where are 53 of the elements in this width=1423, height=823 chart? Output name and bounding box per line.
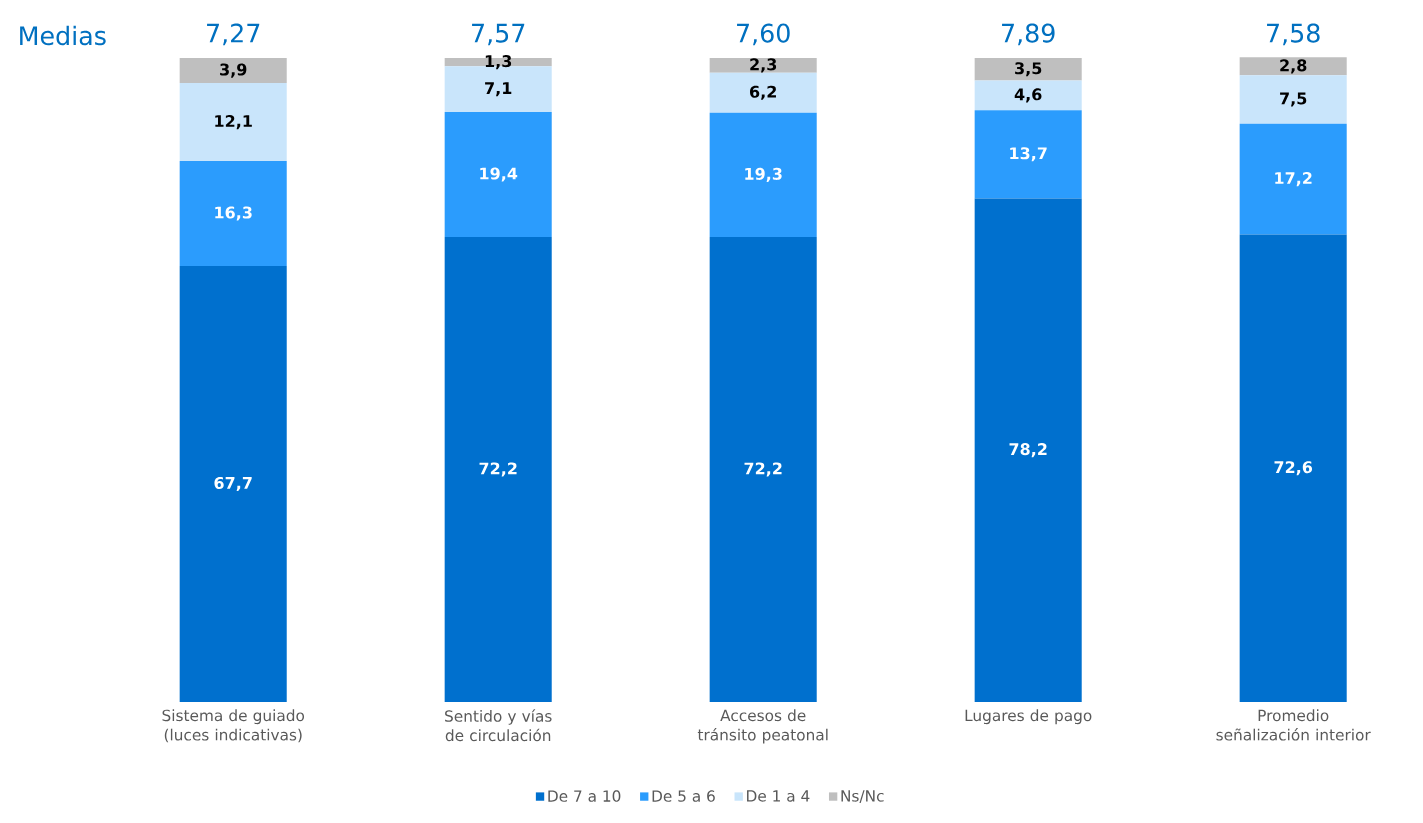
data-label: 2,8	[1280, 59, 1307, 74]
bar	[179, 83, 287, 162]
bar	[709, 72, 817, 113]
legend-label: De 5 a 6	[652, 790, 715, 802]
text: 7,89	[1002, 23, 1055, 46]
data-label: 67,7	[214, 476, 252, 492]
data-label: 17,2	[1275, 171, 1312, 187]
bar	[1239, 57, 1347, 76]
text: 7,60	[737, 23, 790, 46]
x-tick-label: Accesos de tránsito peatonal	[697, 709, 828, 744]
data-label: 72,2	[744, 462, 782, 477]
legend-label: De 7 a 10	[548, 790, 621, 802]
data-label: 4,6	[1014, 88, 1042, 103]
data-label: 72,2	[479, 462, 517, 477]
text: 7,27	[207, 23, 260, 46]
bar	[444, 237, 552, 702]
data-label: 3,9	[220, 63, 247, 78]
data-label: 19,3	[745, 167, 782, 182]
legend-label: De 1 a 4	[747, 790, 810, 802]
text: 7,58	[1267, 23, 1320, 46]
bar	[709, 112, 817, 238]
data-label: 13,7	[1010, 147, 1047, 162]
data-label: 16,3	[215, 206, 252, 221]
bar	[709, 57, 817, 73]
bar	[974, 57, 1082, 81]
bar	[1239, 123, 1347, 235]
bar	[974, 80, 1082, 111]
data-label: 1,3	[485, 55, 512, 70]
x-tick-label: Sistema de guiado (luces indicativas)	[162, 709, 305, 743]
data-label: 3,5	[1015, 62, 1042, 77]
bar	[444, 112, 552, 238]
bar	[179, 266, 287, 702]
bar	[179, 57, 287, 84]
x-tick-label: Lugares de pago	[965, 709, 1092, 725]
text: Medias	[20, 25, 106, 46]
bar	[974, 198, 1082, 702]
data-label: 12,1	[215, 114, 252, 130]
bar	[1239, 234, 1347, 702]
text: 7,57	[472, 23, 525, 46]
bar	[1239, 75, 1347, 124]
x-tick-label: Promedio señalización interior	[1216, 709, 1371, 741]
data-label: 19,4	[480, 167, 518, 182]
bar	[179, 161, 287, 266]
data-label: 2,3	[750, 58, 777, 73]
data-label: 7,5	[1280, 92, 1307, 107]
legend-label: Ns/Nc	[841, 790, 884, 803]
data-label: 6,2	[750, 85, 776, 100]
bar	[709, 237, 817, 702]
x-tick-label: Sentido y vías de circulación	[445, 709, 552, 742]
data-label: 78,2	[1009, 443, 1047, 458]
data-label: 72,6	[1274, 461, 1313, 476]
bar	[974, 110, 1082, 199]
data-label: 7,1	[485, 82, 512, 97]
